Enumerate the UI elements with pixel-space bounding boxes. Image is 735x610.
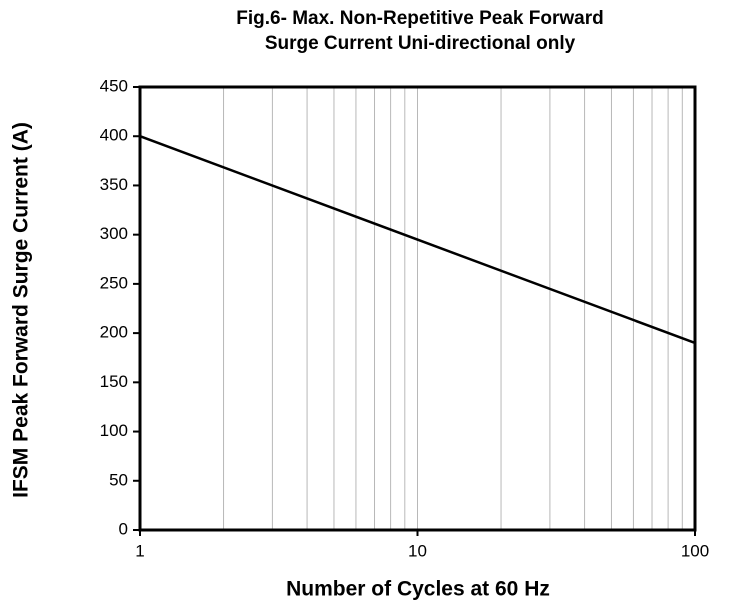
chart-title: Fig.6- Max. Non-Repetitive Peak Forward [236, 8, 603, 29]
y-tick-label: 400 [100, 126, 128, 145]
x-axis-label: Number of Cycles at 60 Hz [286, 578, 550, 601]
x-tick-label: 100 [681, 541, 709, 560]
plot-frame [138, 85, 697, 532]
y-tick-label: 100 [100, 421, 128, 440]
chart-title: Surge Current Uni-directional only [265, 33, 576, 54]
y-tick-label: 200 [100, 323, 128, 342]
y-tick-label: 150 [100, 372, 128, 391]
y-tick-label: 300 [100, 224, 128, 243]
y-tick-label: 50 [109, 470, 128, 489]
y-tick-label: 350 [100, 175, 128, 194]
x-tick-label: 1 [135, 541, 144, 560]
y-tick-label: 450 [100, 76, 128, 95]
x-tick-label: 10 [408, 541, 427, 560]
y-tick-label: 250 [100, 273, 128, 292]
data-line [139, 135, 696, 345]
y-axis-label: IFSM Peak Forward Surge Current (A) [10, 122, 33, 498]
y-tick-label: 0 [119, 519, 128, 538]
